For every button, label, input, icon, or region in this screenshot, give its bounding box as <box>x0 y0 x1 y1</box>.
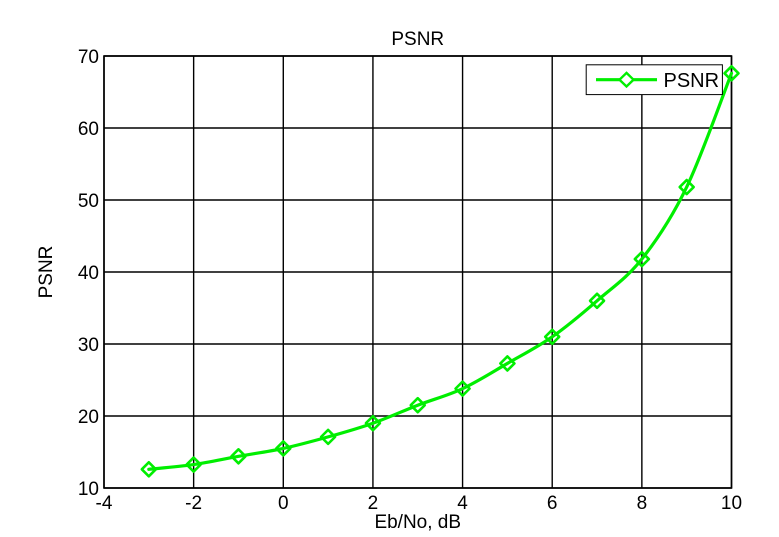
svg-text:PSNR: PSNR <box>391 29 444 50</box>
svg-text:-2: -2 <box>185 493 202 514</box>
svg-text:Eb/No, dB: Eb/No, dB <box>374 512 461 533</box>
svg-text:60: 60 <box>78 119 99 140</box>
svg-text:20: 20 <box>78 407 99 428</box>
svg-text:6: 6 <box>547 493 558 514</box>
svg-text:-4: -4 <box>96 493 113 514</box>
svg-text:0: 0 <box>278 493 289 514</box>
svg-text:4: 4 <box>457 493 468 514</box>
svg-text:8: 8 <box>637 493 648 514</box>
svg-text:2: 2 <box>368 493 379 514</box>
svg-text:30: 30 <box>78 335 99 356</box>
svg-text:70: 70 <box>78 47 99 68</box>
svg-text:40: 40 <box>78 263 99 284</box>
svg-text:PSNR: PSNR <box>664 70 720 92</box>
svg-text:50: 50 <box>78 191 99 212</box>
svg-text:10: 10 <box>721 493 742 514</box>
svg-text:PSNR: PSNR <box>36 246 57 299</box>
